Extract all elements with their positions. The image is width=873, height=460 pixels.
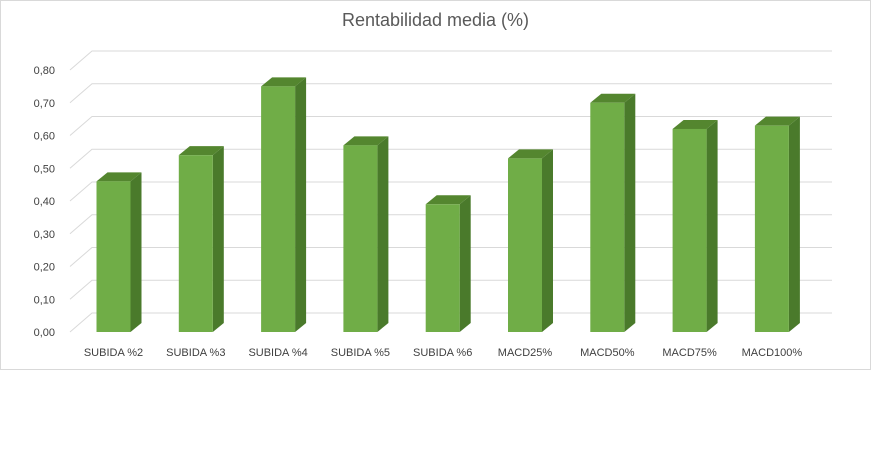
bar xyxy=(425,195,471,332)
grid-line xyxy=(69,83,832,104)
y-tick-label: 0,50 xyxy=(34,163,55,175)
bar xyxy=(508,149,553,332)
bar-side xyxy=(130,172,142,332)
bar xyxy=(343,136,389,332)
grid-line xyxy=(69,148,832,169)
grid-line xyxy=(69,247,832,267)
grid-lines xyxy=(69,50,832,333)
grid-line xyxy=(69,50,832,71)
bar-front xyxy=(508,158,542,332)
grid-line xyxy=(69,214,832,235)
x-tick-label: SUBIDA %2 xyxy=(84,347,143,359)
bar-front xyxy=(672,128,707,332)
bar xyxy=(754,116,800,332)
grid-line xyxy=(69,116,832,136)
bar-top xyxy=(96,172,142,182)
bar xyxy=(672,119,718,332)
bar-top xyxy=(425,195,471,205)
bar-top xyxy=(508,149,553,159)
bar-side xyxy=(212,146,224,332)
bar-front xyxy=(261,86,296,332)
y-tick-label: 0,60 xyxy=(34,131,55,143)
bar-side xyxy=(295,77,307,332)
bar-side xyxy=(459,195,471,332)
bar-top xyxy=(178,146,224,156)
y-tick-label: 0,10 xyxy=(34,294,55,306)
grid-line xyxy=(69,181,832,202)
bar-front xyxy=(343,145,378,332)
bar-top xyxy=(261,77,307,87)
bar-side xyxy=(706,119,718,332)
bar-front xyxy=(590,102,625,332)
x-tick-label: MACD75% xyxy=(662,347,717,359)
bar-top xyxy=(754,116,800,126)
y-tick-label: 0,20 xyxy=(34,262,55,274)
grid-line xyxy=(69,279,832,300)
bar xyxy=(261,77,307,332)
bar xyxy=(96,172,142,332)
bar-side xyxy=(377,136,389,332)
x-tick-label: SUBIDA %5 xyxy=(331,347,390,359)
bar-side xyxy=(624,93,636,332)
x-tick-label: SUBIDA %6 xyxy=(413,347,472,359)
y-axis: 0,00 0,10 0,20 0,30 0,40 0,50 0,60 0,70 0,80 xyxy=(34,65,55,339)
bar xyxy=(178,146,224,332)
bar-top xyxy=(590,93,636,103)
bar-front xyxy=(178,155,213,332)
y-tick-label: 0,40 xyxy=(34,196,55,208)
bar-front xyxy=(425,204,460,332)
y-tick-label: 0,80 xyxy=(34,65,55,77)
chart-title: Rentabilidad media (%) xyxy=(341,10,530,30)
bar xyxy=(590,93,636,332)
bar-front xyxy=(96,181,131,332)
grid-line xyxy=(69,312,832,333)
bar-top xyxy=(672,119,718,129)
bars xyxy=(96,77,800,332)
x-tick-label: SUBIDA %3 xyxy=(166,347,225,359)
bar-front xyxy=(754,125,789,332)
x-tick-label: MACD50% xyxy=(580,347,635,359)
bar-side xyxy=(788,116,800,332)
y-tick-label: 0,30 xyxy=(34,229,55,241)
x-tick-label: MACD25% xyxy=(498,347,553,359)
x-tick-label: SUBIDA %4 xyxy=(248,347,307,359)
y-tick-label: 0,00 xyxy=(34,327,55,339)
x-axis: SUBIDA %2 SUBIDA %3 SUBIDA %4 SUBIDA %5 SUBI… xyxy=(84,347,803,359)
bar-top xyxy=(343,136,389,146)
bar-side xyxy=(542,149,553,332)
y-tick-label: 0,70 xyxy=(34,98,55,110)
x-tick-label: MACD100% xyxy=(742,347,803,359)
